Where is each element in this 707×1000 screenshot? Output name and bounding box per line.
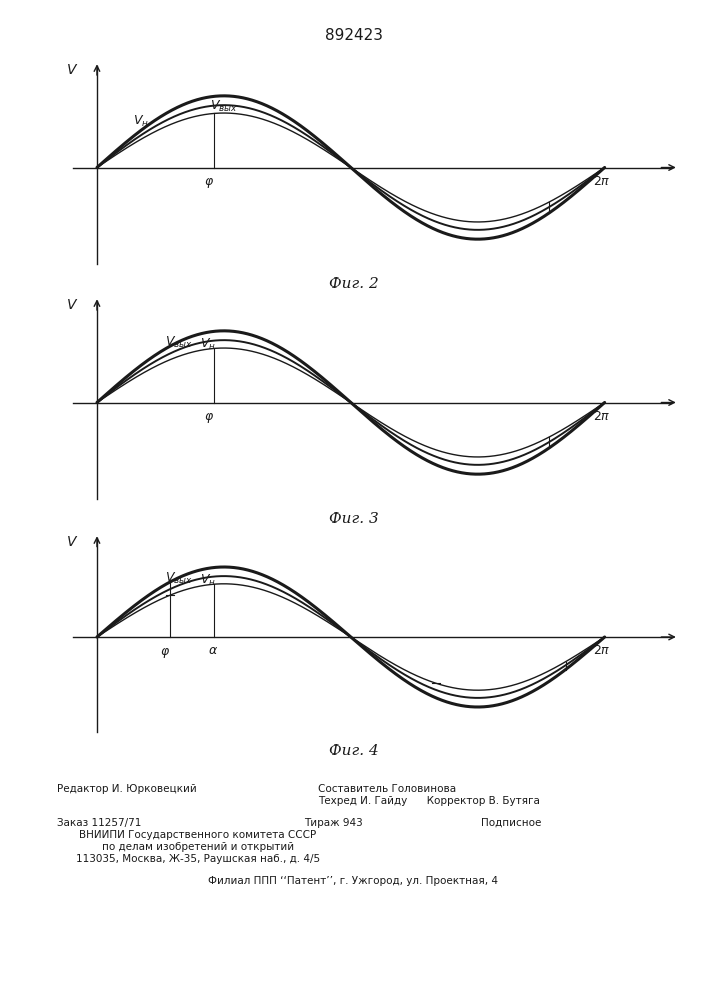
Text: Техред И. Гайду      Корректор В. Бутяга: Техред И. Гайду Корректор В. Бутяга <box>318 796 540 806</box>
Text: Заказ 11257/71: Заказ 11257/71 <box>57 818 141 828</box>
Text: $V_н$: $V_н$ <box>200 337 216 352</box>
Text: $\varphi$: $\varphi$ <box>204 176 214 190</box>
Text: $V_{вых}$: $V_{вых}$ <box>210 99 238 114</box>
Text: ВНИИПИ Государственного комитета СССР: ВНИИПИ Государственного комитета СССР <box>79 830 317 840</box>
Text: $\varphi$: $\varphi$ <box>160 646 170 660</box>
Text: $V$: $V$ <box>66 298 78 312</box>
Text: Составитель Головинова: Составитель Головинова <box>318 784 456 794</box>
Text: $V_н$: $V_н$ <box>134 114 149 129</box>
Text: $2\pi$: $2\pi$ <box>592 175 610 188</box>
Text: $\alpha$: $\alpha$ <box>208 645 218 658</box>
Text: Редактор И. Юрковецкий: Редактор И. Юрковецкий <box>57 784 197 794</box>
Text: $V_{вых}$: $V_{вых}$ <box>165 571 193 586</box>
Text: $\varphi$: $\varphi$ <box>204 411 214 425</box>
Text: по делам изобретений и открытий: по делам изобретений и открытий <box>102 842 294 852</box>
Text: Фиг. 2: Фиг. 2 <box>329 277 378 291</box>
Text: $2\pi$: $2\pi$ <box>592 410 610 423</box>
Text: Филиал ППП ‘‘Патент’’, г. Ужгород, ул. Проектная, 4: Филиал ППП ‘‘Патент’’, г. Ужгород, ул. П… <box>209 876 498 886</box>
Text: 113035, Москва, Ж-35, Раушская наб., д. 4/5: 113035, Москва, Ж-35, Раушская наб., д. … <box>76 854 320 864</box>
Text: $V$: $V$ <box>66 535 78 549</box>
Text: $V_н$: $V_н$ <box>200 573 216 588</box>
Text: Фиг. 3: Фиг. 3 <box>329 512 378 526</box>
Text: 892423: 892423 <box>325 28 382 43</box>
Text: Фиг. 4: Фиг. 4 <box>329 744 378 758</box>
Text: Подписное: Подписное <box>481 818 541 828</box>
Text: $V$: $V$ <box>66 63 78 77</box>
Text: $V_{вых}$: $V_{вых}$ <box>165 335 193 350</box>
Text: Тираж 943: Тираж 943 <box>304 818 363 828</box>
Text: $2\pi$: $2\pi$ <box>592 645 610 658</box>
